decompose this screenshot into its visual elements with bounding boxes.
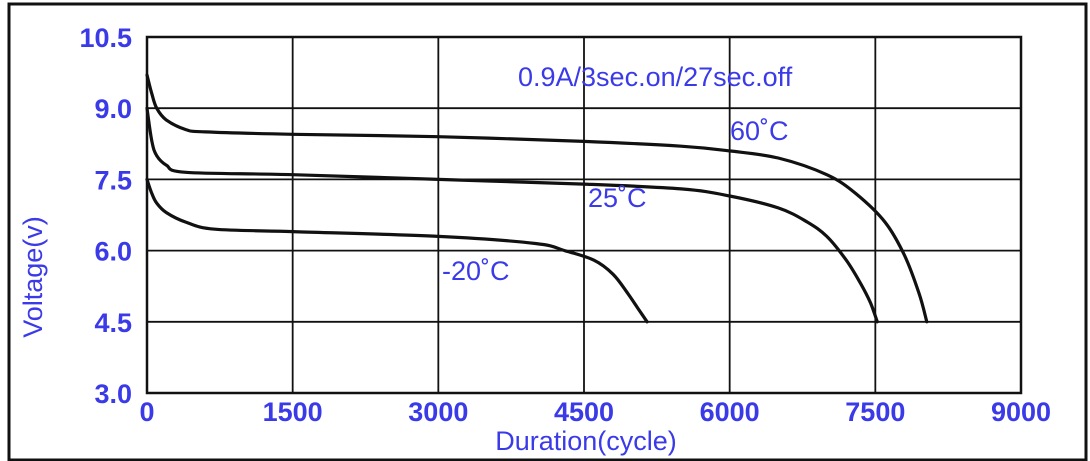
x-tick-label: 4500 bbox=[554, 397, 614, 427]
series-line-60c bbox=[145, 73, 929, 324]
grid-layer bbox=[7, 2, 1088, 461]
series-line-25c bbox=[145, 106, 879, 324]
tick-layer: 0 1500 3000 4500 6000 7500 9000 3.0 4.5 6.0 7.5 9.0… bbox=[79, 23, 1051, 427]
x-tick-label: 9000 bbox=[991, 397, 1051, 427]
series-label-25c: 25˚C bbox=[588, 183, 647, 213]
x-tick-label: 0 bbox=[139, 397, 154, 427]
x-tick-label: 3000 bbox=[408, 397, 468, 427]
series-layer bbox=[145, 73, 929, 324]
x-axis-title: Duration(cycle) bbox=[495, 426, 677, 456]
x-tick-label: 6000 bbox=[700, 397, 760, 427]
x-tick-label: 1500 bbox=[263, 397, 323, 427]
y-tick-label: 3.0 bbox=[94, 379, 132, 409]
y-tick-label: 7.5 bbox=[94, 165, 132, 195]
y-tick-label: 10.5 bbox=[79, 23, 132, 53]
series-label-60c: 60˚C bbox=[730, 116, 789, 146]
series-label-minus20c: -20˚C bbox=[442, 256, 510, 286]
y-tick-label: 4.5 bbox=[94, 308, 132, 338]
y-tick-label: 6.0 bbox=[94, 237, 132, 267]
y-axis-title: Voltage(v) bbox=[18, 216, 48, 338]
chart-annotation: 0.9A/3sec.on/27sec.off bbox=[518, 62, 793, 92]
y-tick-label: 9.0 bbox=[94, 94, 132, 124]
outer-frame bbox=[7, 2, 1088, 461]
x-tick-label: 7500 bbox=[845, 397, 905, 427]
series-line-minus20c bbox=[145, 177, 649, 324]
